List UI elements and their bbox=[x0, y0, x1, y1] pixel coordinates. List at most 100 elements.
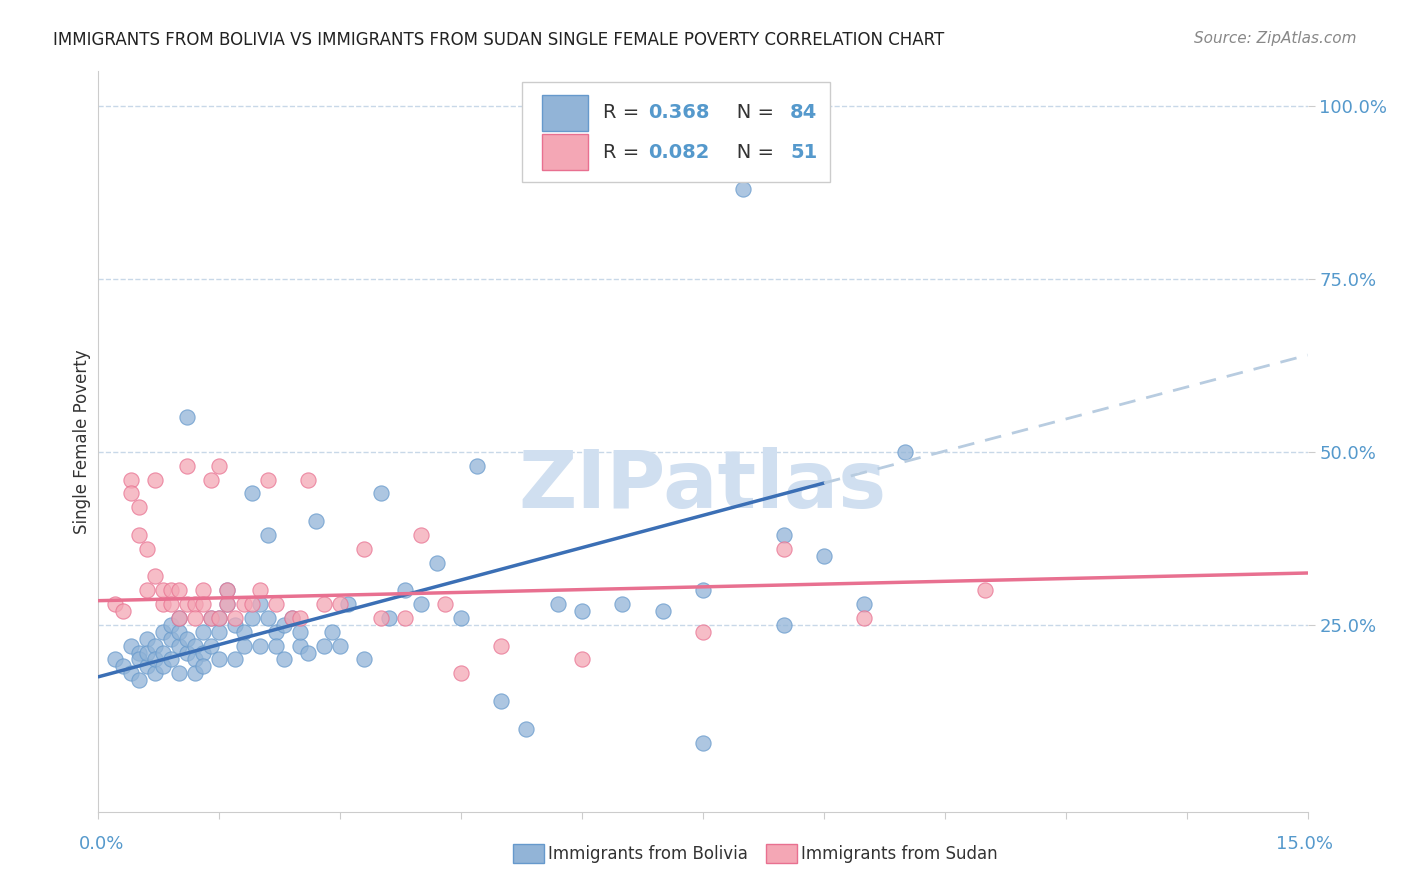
Point bbox=[571, 652, 593, 666]
Point bbox=[143, 473, 166, 487]
Point bbox=[394, 583, 416, 598]
Point bbox=[176, 632, 198, 646]
Point bbox=[224, 652, 246, 666]
Point bbox=[160, 597, 183, 611]
Point bbox=[143, 639, 166, 653]
Text: ZIPatlas: ZIPatlas bbox=[519, 447, 887, 525]
Point bbox=[111, 604, 134, 618]
Point bbox=[160, 632, 183, 646]
Point bbox=[200, 611, 222, 625]
Point bbox=[176, 458, 198, 473]
Point bbox=[103, 652, 125, 666]
Point bbox=[208, 624, 231, 639]
Point bbox=[353, 541, 375, 556]
Point bbox=[208, 458, 231, 473]
Point bbox=[184, 611, 207, 625]
Point bbox=[288, 624, 311, 639]
Point bbox=[193, 646, 215, 660]
Point bbox=[314, 639, 336, 653]
Point bbox=[193, 583, 215, 598]
Point bbox=[465, 458, 488, 473]
Point bbox=[651, 604, 673, 618]
Point bbox=[160, 583, 183, 598]
Point bbox=[491, 694, 513, 708]
Point bbox=[232, 597, 254, 611]
Point bbox=[143, 666, 166, 681]
FancyBboxPatch shape bbox=[543, 95, 588, 130]
Point bbox=[135, 541, 157, 556]
Text: R =: R = bbox=[603, 103, 645, 122]
Point bbox=[176, 597, 198, 611]
Point bbox=[128, 528, 150, 542]
Point bbox=[208, 652, 231, 666]
Point bbox=[240, 486, 263, 500]
Point bbox=[167, 611, 190, 625]
Point bbox=[264, 639, 287, 653]
Point bbox=[409, 597, 432, 611]
Point bbox=[974, 583, 997, 598]
Point bbox=[772, 541, 794, 556]
Point bbox=[853, 611, 876, 625]
Point bbox=[571, 604, 593, 618]
Point bbox=[143, 569, 166, 583]
Point bbox=[297, 646, 319, 660]
Text: Immigrants from Sudan: Immigrants from Sudan bbox=[801, 845, 998, 863]
Point bbox=[167, 611, 190, 625]
Point bbox=[184, 666, 207, 681]
Point bbox=[217, 597, 239, 611]
Point bbox=[143, 652, 166, 666]
Point bbox=[297, 473, 319, 487]
Point bbox=[152, 624, 174, 639]
Point bbox=[160, 618, 183, 632]
Point bbox=[329, 597, 352, 611]
Text: 0.0%: 0.0% bbox=[79, 835, 124, 853]
Point bbox=[184, 597, 207, 611]
Point bbox=[224, 611, 246, 625]
Point bbox=[200, 611, 222, 625]
Point bbox=[167, 639, 190, 653]
Point bbox=[193, 597, 215, 611]
Point bbox=[135, 583, 157, 598]
Point bbox=[288, 611, 311, 625]
Point bbox=[281, 611, 304, 625]
Point bbox=[135, 659, 157, 673]
Point bbox=[733, 182, 755, 196]
Point bbox=[111, 659, 134, 673]
Point bbox=[193, 659, 215, 673]
Point bbox=[273, 652, 295, 666]
Point bbox=[547, 597, 569, 611]
Point bbox=[249, 583, 271, 598]
Point bbox=[409, 528, 432, 542]
Point bbox=[120, 666, 142, 681]
Text: 0.368: 0.368 bbox=[648, 103, 710, 122]
Point bbox=[184, 639, 207, 653]
Point bbox=[128, 646, 150, 660]
Point bbox=[273, 618, 295, 632]
Point bbox=[128, 652, 150, 666]
Point bbox=[377, 611, 399, 625]
Text: 51: 51 bbox=[790, 143, 817, 161]
Point bbox=[394, 611, 416, 625]
Point bbox=[120, 486, 142, 500]
Point bbox=[200, 473, 222, 487]
Point bbox=[813, 549, 835, 563]
Point bbox=[337, 597, 360, 611]
Point bbox=[434, 597, 457, 611]
Point bbox=[152, 583, 174, 598]
Point bbox=[167, 583, 190, 598]
Point bbox=[208, 611, 231, 625]
Text: 15.0%: 15.0% bbox=[1277, 835, 1333, 853]
Point bbox=[256, 528, 278, 542]
Text: Immigrants from Bolivia: Immigrants from Bolivia bbox=[548, 845, 748, 863]
Point bbox=[426, 556, 449, 570]
Point bbox=[135, 632, 157, 646]
Text: N =: N = bbox=[717, 103, 780, 122]
Point bbox=[321, 624, 343, 639]
Point bbox=[128, 500, 150, 515]
Point bbox=[491, 639, 513, 653]
Point bbox=[152, 597, 174, 611]
Point bbox=[281, 611, 304, 625]
Point bbox=[135, 646, 157, 660]
Point bbox=[120, 473, 142, 487]
Point bbox=[249, 597, 271, 611]
